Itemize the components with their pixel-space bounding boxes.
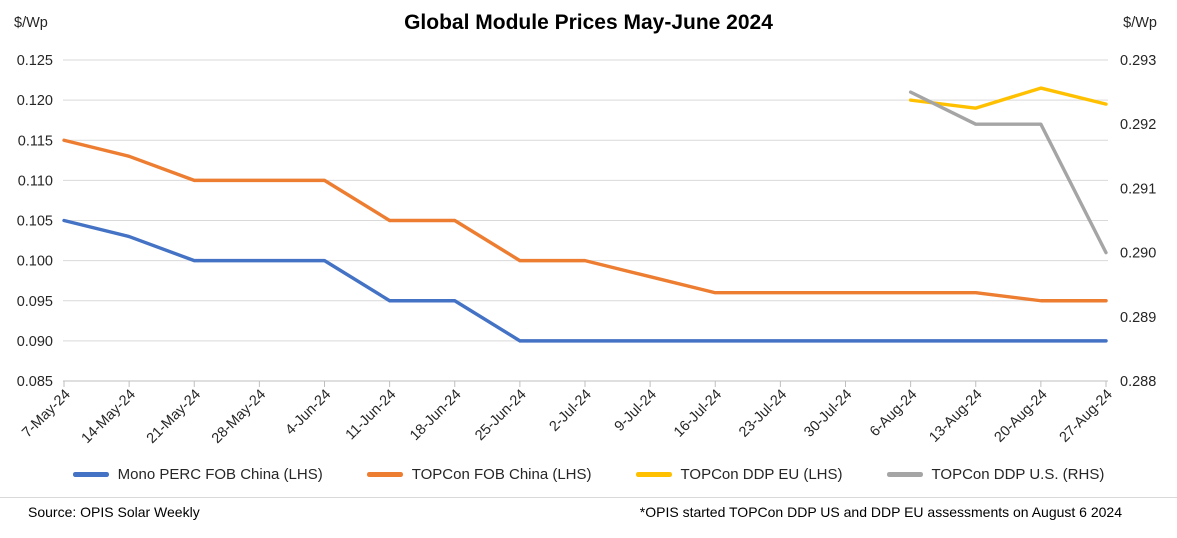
legend-item-mono-perc-fob-china-lhs: Mono PERC FOB China (LHS) [72,466,323,483]
plot-area: 0.125 0.120 0.115 0.110 0.105 0.100 0.095 0.090… [17,53,1157,447]
legend-label: TOPCon FOB China (LHS) [411,466,592,483]
y-axis-tick-label-right: 0.289 [1120,310,1156,326]
legend-swatch-topcon-ddp-eu-lhs [635,472,672,477]
y-axis-tick-label-right: 0.291 [1120,181,1156,197]
x-axis-tick-label: 20-Aug-24 [992,387,1051,446]
y-axis-tick-label-left: 0.095 [17,294,53,310]
y-axis-tick-label-left: 0.125 [17,53,53,69]
y-axis-tick-label-right: 0.292 [1120,117,1156,133]
series-line-mono-perc-fob-china-lhs [62,218,1108,343]
legend-swatch-topcon-ddp-u-s-rhs [886,472,923,477]
x-axis-tick-label: 6-Aug-24 [867,387,920,440]
series-line-topcon-ddp-u-s-rhs [908,90,1108,255]
x-axis-tick-label: 23-Jul-24 [736,387,790,441]
chart-title: Global Module Prices May-June 2024 [404,11,773,34]
legend-swatch-mono-perc-fob-china-lhs [72,472,109,477]
y-axis-tick-label-right: 0.288 [1120,374,1156,390]
legend-item-topcon-fob-china-lhs: TOPCon FOB China (LHS) [366,466,592,483]
legend-item-topcon-ddp-eu-lhs: TOPCon DDP EU (LHS) [635,466,843,483]
x-axis-tick-label: 30-Jul-24 [801,387,855,441]
source-text: Source: OPIS Solar Weekly [28,504,200,520]
legend-swatch-topcon-fob-china-lhs [366,472,403,477]
series-line-topcon-fob-china-lhs [62,138,1108,303]
y-axis-tick-label-left: 0.120 [17,93,53,109]
legend-label: TOPCon DDP EU (LHS) [680,466,843,483]
x-axis-tick-label: 18-Jun-24 [407,387,464,444]
y-axis-tick-label-right: 0.293 [1120,53,1156,69]
chart-legend: Mono PERC FOB China (LHS) TOPCon FOB Chin… [0,466,1177,483]
y-axis-tick-label-left: 0.085 [17,374,53,390]
x-axis-tick-label: 21-May-24 [144,387,204,447]
y-axis-tick-label-left: 0.115 [18,133,53,149]
x-axis-tick-label: 13-Aug-24 [926,387,985,446]
legend-item-topcon-ddp-u-s-rhs: TOPCon DDP U.S. (RHS) [886,466,1105,483]
right-axis-unit-label: $/Wp [1123,15,1157,31]
y-axis-tick-label-left: 0.110 [18,173,53,189]
x-axis-tick-label: 9-Jul-24 [612,387,660,435]
x-axis-tick-label: 16-Jul-24 [671,387,725,441]
x-axis-tick-label: 28-May-24 [209,387,269,447]
x-axis-tick-label: 14-May-24 [79,387,139,447]
legend-label: TOPCon DDP U.S. (RHS) [931,466,1105,483]
x-axis-tick-label: 2-Jul-24 [546,387,594,435]
x-axis-tick-label: 4-Jun-24 [283,387,335,439]
y-axis-tick-label-left: 0.090 [17,334,53,350]
series-line-topcon-ddp-eu-lhs [908,86,1108,110]
x-axis-tick-label: 27-Aug-24 [1057,387,1116,446]
left-axis-unit-label: $/Wp [14,15,48,31]
y-axis-tick-label-left: 0.100 [17,254,53,270]
footnote-text: *OPIS started TOPCon DDP US and DDP EU a… [639,504,1122,520]
legend-label: Mono PERC FOB China (LHS) [117,466,323,483]
worksheet-gridline [0,497,1177,498]
x-axis-tick-label: 7-May-24 [19,387,74,442]
y-axis-tick-label-right: 0.290 [1120,246,1156,262]
y-axis-tick-label-left: 0.105 [17,214,53,230]
x-axis-tick-label: 11-Jun-24 [343,387,400,444]
x-axis-tick-label: 25-Jun-24 [472,387,529,444]
